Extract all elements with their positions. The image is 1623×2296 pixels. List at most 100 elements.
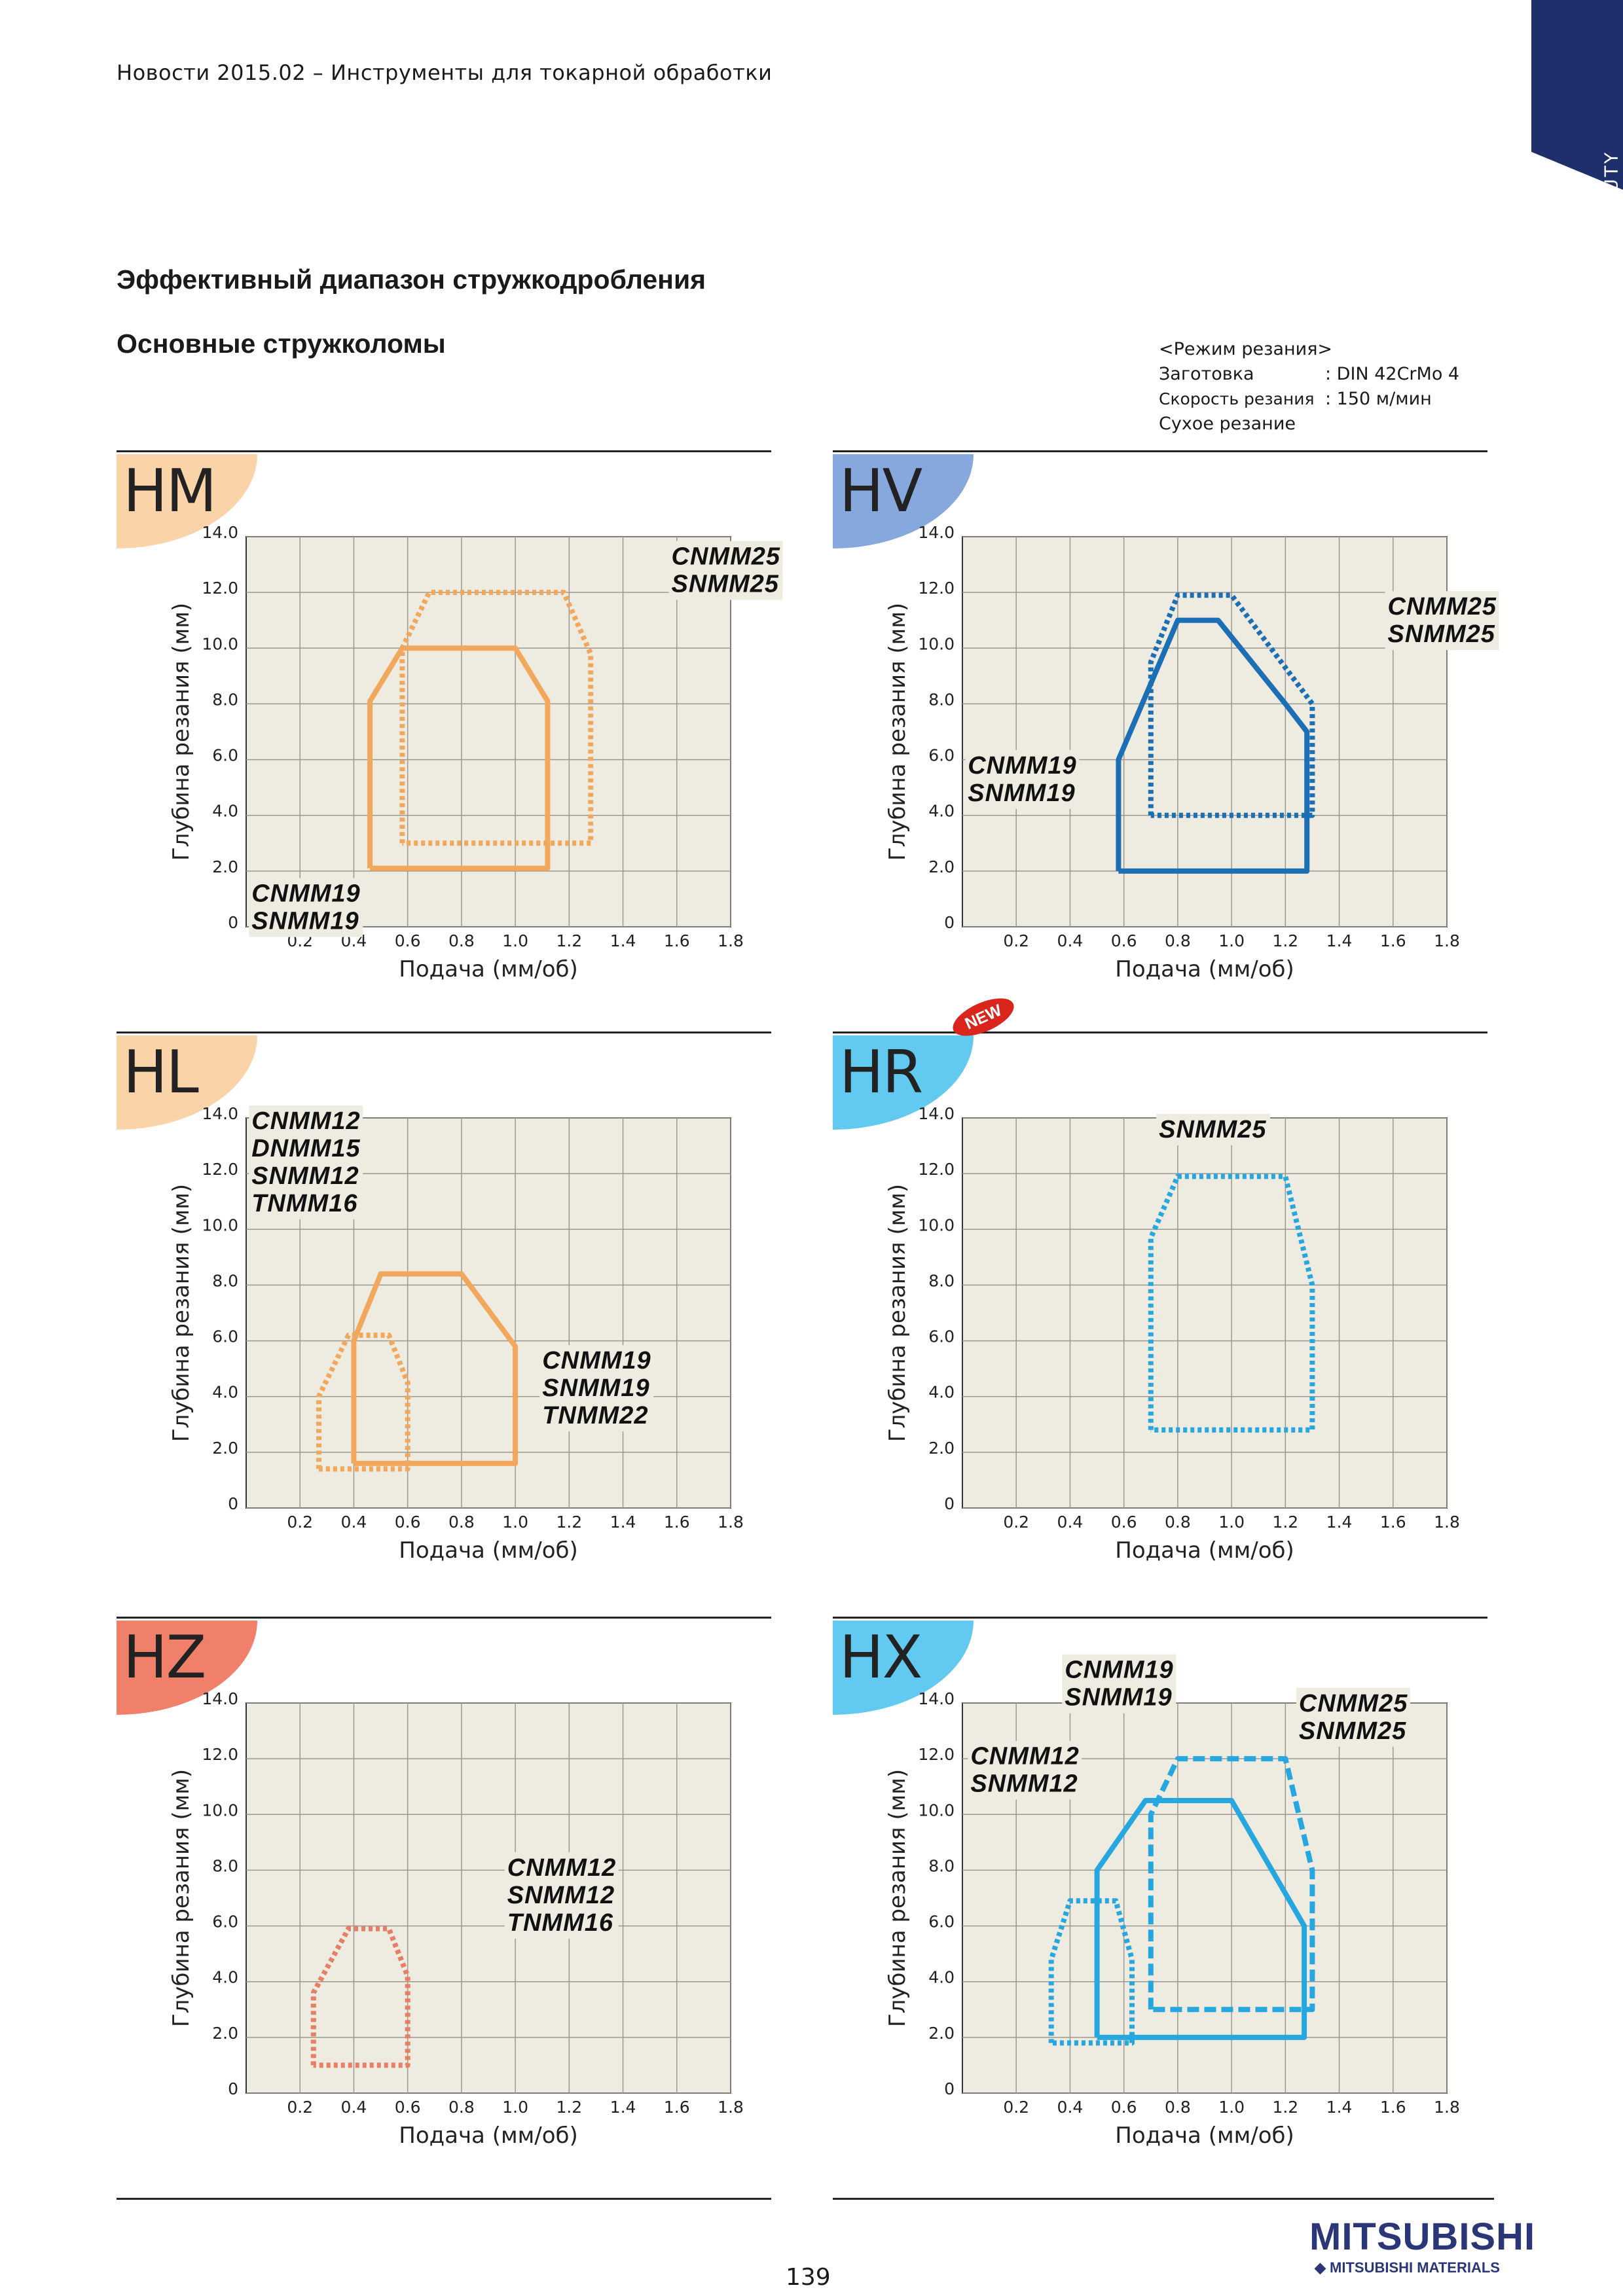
chart-svg: 0.2 0.4 0.6 0.8 1.0 1.2 1.4 1.6 1.8 0 2.0 4.0 6.0 8.0… <box>884 523 1499 982</box>
chart-code-label: HV <box>839 457 922 526</box>
x-tick-label: 1.4 <box>1326 1513 1353 1532</box>
y-tick-label: 14.0 <box>202 1104 238 1123</box>
grid <box>246 1702 731 2094</box>
y-tick-label: 6.0 <box>212 1327 238 1346</box>
x-tick-label: 1.6 <box>1380 1513 1406 1532</box>
chart-panel-hv: HV 0.2 0.4 0.6 0.8 1.0 1.2 1.4 1.6 1.8 0 2.0 4.0 6.0 8… <box>833 450 1499 1013</box>
conditions-label: Заготовка <box>1159 364 1254 384</box>
diamond-icon: ◆ <box>1315 2259 1326 2276</box>
insert-label-text: SNMM19 <box>542 1374 649 1402</box>
insert-label-text: SNMM25 <box>1388 620 1495 648</box>
x-tick-label: 0.6 <box>395 2098 421 2117</box>
chart-svg: 0.2 0.4 0.6 0.8 1.0 1.2 1.4 1.6 1.8 0 2.0 4.0 6.0 8.0… <box>884 1104 1460 1564</box>
chart-code-label: HM <box>123 457 217 526</box>
series-outline-0 <box>310 1926 410 2068</box>
y-tick-label: 10.0 <box>918 1801 955 1820</box>
insert-label-text: TNMM22 <box>542 1402 648 1429</box>
x-tick-label: 1.0 <box>1218 931 1245 950</box>
panel-top-rule <box>117 450 771 452</box>
insert-label-text: TNMM16 <box>251 1190 357 1217</box>
page-title: Эффективный диапазон стружкодробления <box>117 264 706 295</box>
insert-label-text: SNMM25 <box>672 571 779 598</box>
x-tick-label: 0.4 <box>341 2098 367 2117</box>
series-outline-2 <box>1048 1898 1135 2046</box>
chart-svg: 0.2 0.4 0.6 0.8 1.0 1.2 1.4 1.6 1.8 0 2.0 4.0 6.0 8.0… <box>168 1104 744 1564</box>
badge-fill <box>833 1621 974 1715</box>
y-tick-label: 0 <box>228 2079 238 2098</box>
y-tick-label: 14.0 <box>918 1689 955 1708</box>
plot-area <box>962 536 1448 927</box>
insert-label-text: CNMM12 <box>507 1854 616 1882</box>
y-tick-label: 2.0 <box>212 2024 238 2043</box>
x-tick-label: 0.6 <box>395 931 421 950</box>
x-tick-label: 1.2 <box>556 2098 582 2117</box>
x-tick-label: 1.8 <box>1434 931 1460 950</box>
x-tick-label: 0.2 <box>1003 2098 1029 2117</box>
y-tick-label: 6.0 <box>928 1327 955 1346</box>
y-tick-label: 10.0 <box>202 634 238 653</box>
y-tick-label: 8.0 <box>212 1271 238 1290</box>
insert-label-bg <box>504 1852 619 1939</box>
series-outline-1 <box>316 1333 410 1472</box>
x-tick-label: 0.2 <box>287 1513 313 1532</box>
series-outline-1 <box>1148 592 1315 818</box>
badge-shape <box>833 1621 974 1715</box>
y-tick-label: 0 <box>944 2079 955 2098</box>
y-tick-label: 10.0 <box>918 1215 955 1234</box>
insert-label-text: DNMM15 <box>251 1135 360 1162</box>
heavy-duty-corner-tab: HEAVY DUTY <box>1531 0 1623 287</box>
cutting-conditions: <Режим резания> Заготовка : DIN 42CrMo 4… <box>1159 337 1459 437</box>
x-axis-label: Подача (мм/об) <box>399 2123 578 2149</box>
x-tick-label: 0.4 <box>1057 931 1084 950</box>
plot-area <box>962 1117 1448 1509</box>
grid <box>962 536 1448 927</box>
x-tick-label: 1.4 <box>1326 2098 1353 2117</box>
x-tick-label: 1.6 <box>1380 2098 1406 2117</box>
insert-label-bg <box>1296 1687 1410 1747</box>
x-tick-label: 1.6 <box>664 931 690 950</box>
chart-code-badge: HZ <box>117 1621 257 1715</box>
insert-label-bg <box>968 1740 1082 1800</box>
y-tick-label: 8.0 <box>928 1856 955 1875</box>
x-tick-label: 1.4 <box>610 2098 636 2117</box>
corner-tab-shape <box>1531 0 1623 190</box>
y-tick-label: 10.0 <box>918 634 955 653</box>
y-tick-label: 0 <box>228 1494 238 1513</box>
panel-top-rule <box>833 1617 1487 1619</box>
y-tick-label: 12.0 <box>202 579 238 598</box>
x-tick-label: 1.8 <box>718 1513 744 1532</box>
logo-main-text: MITSUBISHI <box>1309 2215 1536 2258</box>
x-tick-label: 0.2 <box>1003 931 1029 950</box>
badge-shape <box>833 454 974 548</box>
x-tick-label: 1.8 <box>1434 2098 1460 2117</box>
series-outline-0 <box>351 1271 519 1466</box>
y-tick-label: 2.0 <box>928 2024 955 2043</box>
insert-label-text: TNMM16 <box>507 1909 613 1937</box>
y-tick-label: 8.0 <box>212 690 238 709</box>
conditions-label: Сухое резание <box>1159 414 1296 434</box>
x-tick-label: 0.4 <box>1057 1513 1084 1532</box>
y-tick-label: 4.0 <box>212 1968 238 1987</box>
insert-label-text: SNMM19 <box>968 780 1075 807</box>
grid <box>246 536 731 927</box>
insert-label-bg <box>539 1345 654 1432</box>
insert-label-text: CNMM12 <box>970 1743 1079 1770</box>
series-outline-0 <box>1094 1798 1307 2040</box>
x-tick-label: 0.8 <box>448 1513 475 1532</box>
insert-label-bg <box>249 1105 363 1220</box>
x-tick-label: 1.0 <box>502 1513 528 1532</box>
chart-code-label: HR <box>839 1038 923 1107</box>
y-axis-label: Глубина резания (мм) <box>168 1769 194 2027</box>
insert-label-text: CNMM19 <box>542 1347 651 1374</box>
insert-label-text: SNMM19 <box>1065 1684 1172 1712</box>
insert-label-text: SNMM12 <box>251 1162 359 1190</box>
x-axis-label: Подача (мм/об) <box>1115 2123 1294 2149</box>
chart-code-badge: HM <box>117 454 257 548</box>
x-tick-label: 1.2 <box>1272 931 1298 950</box>
conditions-value: : 150 м/мин <box>1325 389 1432 409</box>
